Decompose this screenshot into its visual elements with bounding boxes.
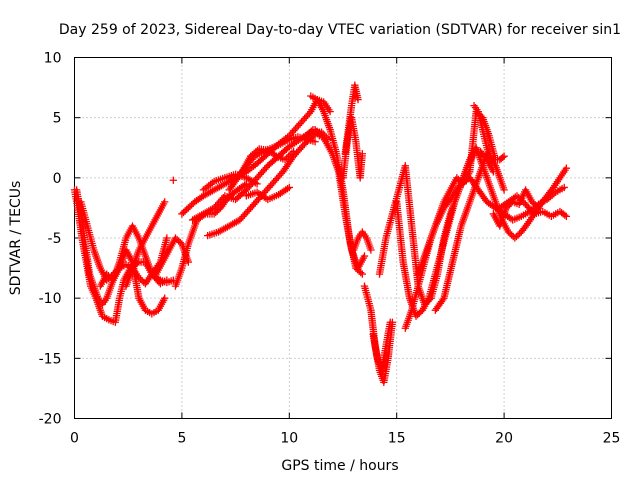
plot-frame: [74, 57, 612, 419]
data-point: [386, 318, 394, 326]
series-track-t: [350, 228, 375, 254]
series-track-aa: [431, 150, 508, 314]
y-tick-label: -10: [39, 291, 62, 307]
y-axis-label: SDTVAR / TECUs: [8, 181, 24, 296]
data-layer: [70, 81, 571, 387]
data-point: [360, 252, 369, 260]
data-point: [161, 294, 169, 302]
data-point: [562, 212, 571, 220]
data-point: [169, 176, 177, 184]
grid-layer: [74, 57, 612, 419]
chart-title: Day 259 of 2023, Sidereal Day-to-day VTE…: [59, 22, 621, 38]
x-tick-label: 0: [70, 431, 79, 447]
tick-label-layer: 0 5 10 15 20 25 -20 -15 -10 -5 0 5 10: [39, 51, 621, 447]
series-track-ad: [489, 186, 543, 230]
data-point: [285, 183, 293, 192]
data-point: [500, 152, 508, 160]
data-point: [560, 183, 568, 192]
data-point: [358, 270, 366, 278]
series-track-h: [169, 176, 177, 184]
series-track-q: [302, 126, 369, 272]
series-track-l: [199, 170, 261, 194]
data-point: [354, 95, 362, 104]
x-tick-label: 20: [495, 431, 513, 447]
series-track-d: [96, 246, 169, 318]
y-tick-label: 0: [53, 171, 62, 187]
series-track-ab: [470, 101, 508, 164]
data-point: [534, 204, 543, 212]
series-track-x: [393, 147, 498, 320]
data-point: [367, 246, 375, 254]
data-point: [326, 108, 334, 116]
x-tick-label: 10: [280, 431, 298, 447]
data-point: [500, 186, 508, 194]
data-point: [163, 276, 171, 284]
data-point: [253, 180, 261, 188]
data-point: [289, 147, 298, 156]
data-point: [562, 164, 571, 172]
series-track-n: [238, 145, 298, 176]
x-tick-label: 25: [603, 431, 621, 447]
x-tick-label: 5: [177, 431, 186, 447]
series-track-v: [369, 318, 394, 375]
series-track-e: [122, 198, 169, 290]
x-axis-label: GPS time / hours: [281, 458, 398, 474]
y-tick-label: -20: [39, 412, 62, 428]
data-point: [161, 198, 169, 206]
series-track-o: [242, 183, 293, 204]
y-tick-label: -5: [48, 231, 62, 247]
y-tick-label: -15: [39, 351, 62, 367]
data-point: [163, 234, 171, 242]
y-tick-label: 10: [44, 51, 62, 67]
data-point: [311, 138, 319, 146]
data-point: [358, 150, 366, 158]
x-tick-label: 15: [388, 431, 406, 447]
y-tick-label: 5: [53, 111, 62, 127]
series-track-s: [341, 81, 362, 158]
